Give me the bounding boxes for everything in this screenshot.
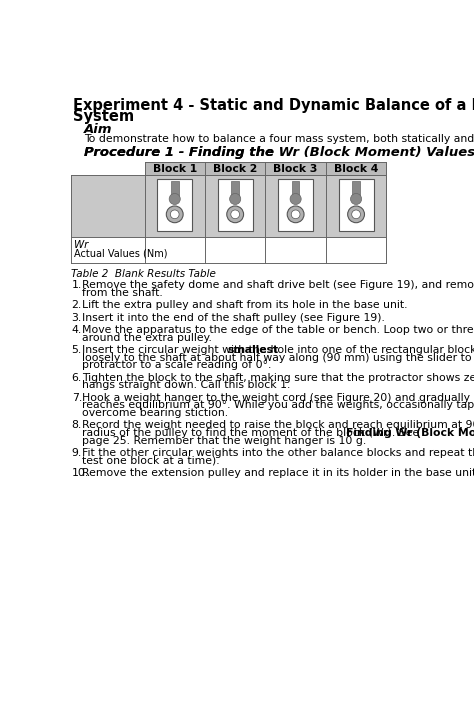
Circle shape: [166, 206, 183, 223]
Text: Remove the extension pulley and replace it in its holder in the base unit.: Remove the extension pulley and replace …: [82, 468, 474, 478]
Bar: [352, 180, 360, 196]
Text: Finding Wr (Block Moment): Finding Wr (Block Moment): [346, 428, 474, 438]
Circle shape: [227, 206, 244, 223]
Text: Remove the safety dome and shaft drive belt (see Figure 19), and remove all four: Remove the safety dome and shaft drive b…: [82, 280, 474, 290]
Text: page 25. Remember that the weight hanger is 10 g.: page 25. Remember that the weight hanger…: [82, 436, 366, 446]
Text: Block 1: Block 1: [153, 164, 197, 174]
Circle shape: [229, 193, 241, 204]
Bar: [218, 179, 253, 231]
Text: Actual Values (Nm): Actual Values (Nm): [74, 249, 167, 259]
Text: Insert it into the end of the shaft pulley (see Figure 19).: Insert it into the end of the shaft pull…: [82, 312, 384, 322]
Text: loosely to the shaft at about half way along (90 mm) using the slider to hold it: loosely to the shaft at about half way a…: [82, 352, 474, 362]
Bar: [171, 180, 179, 196]
Text: around the extra pulley.: around the extra pulley.: [82, 333, 211, 343]
Text: overcome bearing stiction.: overcome bearing stiction.: [82, 408, 228, 418]
Text: Procedure 1 - Finding the: Procedure 1 - Finding the: [84, 146, 279, 159]
Bar: [231, 180, 239, 196]
Text: Block 2: Block 2: [213, 164, 257, 174]
Text: 9.: 9.: [72, 448, 82, 458]
Text: Wr: Wr: [74, 240, 88, 250]
Bar: [145, 161, 386, 176]
Circle shape: [290, 193, 301, 204]
Text: protractor to a scale reading of 0°.: protractor to a scale reading of 0°.: [82, 360, 271, 370]
Text: 5.: 5.: [72, 345, 82, 355]
Text: Experiment 4 - Static and Dynamic Balance of a Four-Mass: Experiment 4 - Static and Dynamic Balanc…: [73, 98, 474, 113]
Circle shape: [231, 210, 239, 219]
Text: 10.: 10.: [72, 468, 89, 478]
Text: To demonstrate how to balance a four mass system, both statically and dynamicall: To demonstrate how to balance a four mas…: [84, 134, 474, 144]
Circle shape: [291, 210, 300, 219]
Bar: [145, 176, 386, 237]
Text: 8.: 8.: [72, 420, 82, 430]
Bar: [338, 179, 374, 231]
Bar: [71, 176, 145, 237]
Text: Record the weight needed to raise the block and reach equilibrium at 90° and mul: Record the weight needed to raise the bl…: [82, 420, 474, 430]
Text: from the shaft.: from the shaft.: [82, 288, 163, 298]
Text: Fit the other circular weights into the other balance blocks and repeat the test: Fit the other circular weights into the …: [82, 448, 474, 458]
Bar: [71, 237, 386, 263]
Text: radius of the pulley to find the moment of the block (Wr). See: radius of the pulley to find the moment …: [82, 428, 422, 438]
Text: 1.: 1.: [72, 280, 82, 290]
Text: 4.: 4.: [72, 325, 82, 335]
Circle shape: [350, 193, 362, 204]
Text: reaches equilibrium at 90°. While you add the weights, occasionally tap the shaf: reaches equilibrium at 90°. While you ad…: [82, 400, 474, 410]
Bar: [292, 180, 300, 196]
Text: Block 4: Block 4: [334, 164, 378, 174]
Text: Insert the circular weight with the: Insert the circular weight with the: [82, 345, 270, 355]
Text: hangs straight down. Call this block 1.: hangs straight down. Call this block 1.: [82, 380, 290, 391]
Text: 3.: 3.: [72, 312, 82, 322]
Circle shape: [169, 193, 180, 204]
Bar: [278, 179, 313, 231]
Circle shape: [170, 210, 179, 219]
Bar: [71, 176, 145, 237]
Text: Lift the extra pulley and shaft from its hole in the base unit.: Lift the extra pulley and shaft from its…: [82, 300, 407, 310]
Text: Move the apparatus to the edge of the table or bench. Loop two or three turns of: Move the apparatus to the edge of the ta…: [82, 325, 474, 335]
Text: Procedure 1 - Finding the Wr (Block Moment) Values: Procedure 1 - Finding the Wr (Block Mome…: [84, 146, 474, 159]
Text: Table 2  Blank Results Table: Table 2 Blank Results Table: [71, 269, 216, 279]
Text: 7.: 7.: [72, 393, 82, 403]
Text: System: System: [73, 109, 134, 124]
Text: Block 3: Block 3: [273, 164, 318, 174]
Bar: [157, 179, 192, 231]
Circle shape: [287, 206, 304, 223]
Text: hole into one of the rectangular blocks. Clamp the block: hole into one of the rectangular blocks.…: [267, 345, 474, 355]
Text: 6.: 6.: [72, 372, 82, 383]
Text: Tighten the block to the shaft, making sure that the protractor shows zero degre: Tighten the block to the shaft, making s…: [82, 372, 474, 383]
Circle shape: [347, 206, 365, 223]
Text: smallest: smallest: [228, 345, 279, 355]
Circle shape: [352, 210, 360, 219]
Text: 2.: 2.: [72, 300, 82, 310]
Text: Aim: Aim: [84, 123, 112, 136]
Text: test one block at a time).: test one block at a time).: [82, 455, 219, 466]
Text: Hook a weight hanger to the weight cord (see Figure 20) and gradually add weight: Hook a weight hanger to the weight cord …: [82, 393, 474, 403]
